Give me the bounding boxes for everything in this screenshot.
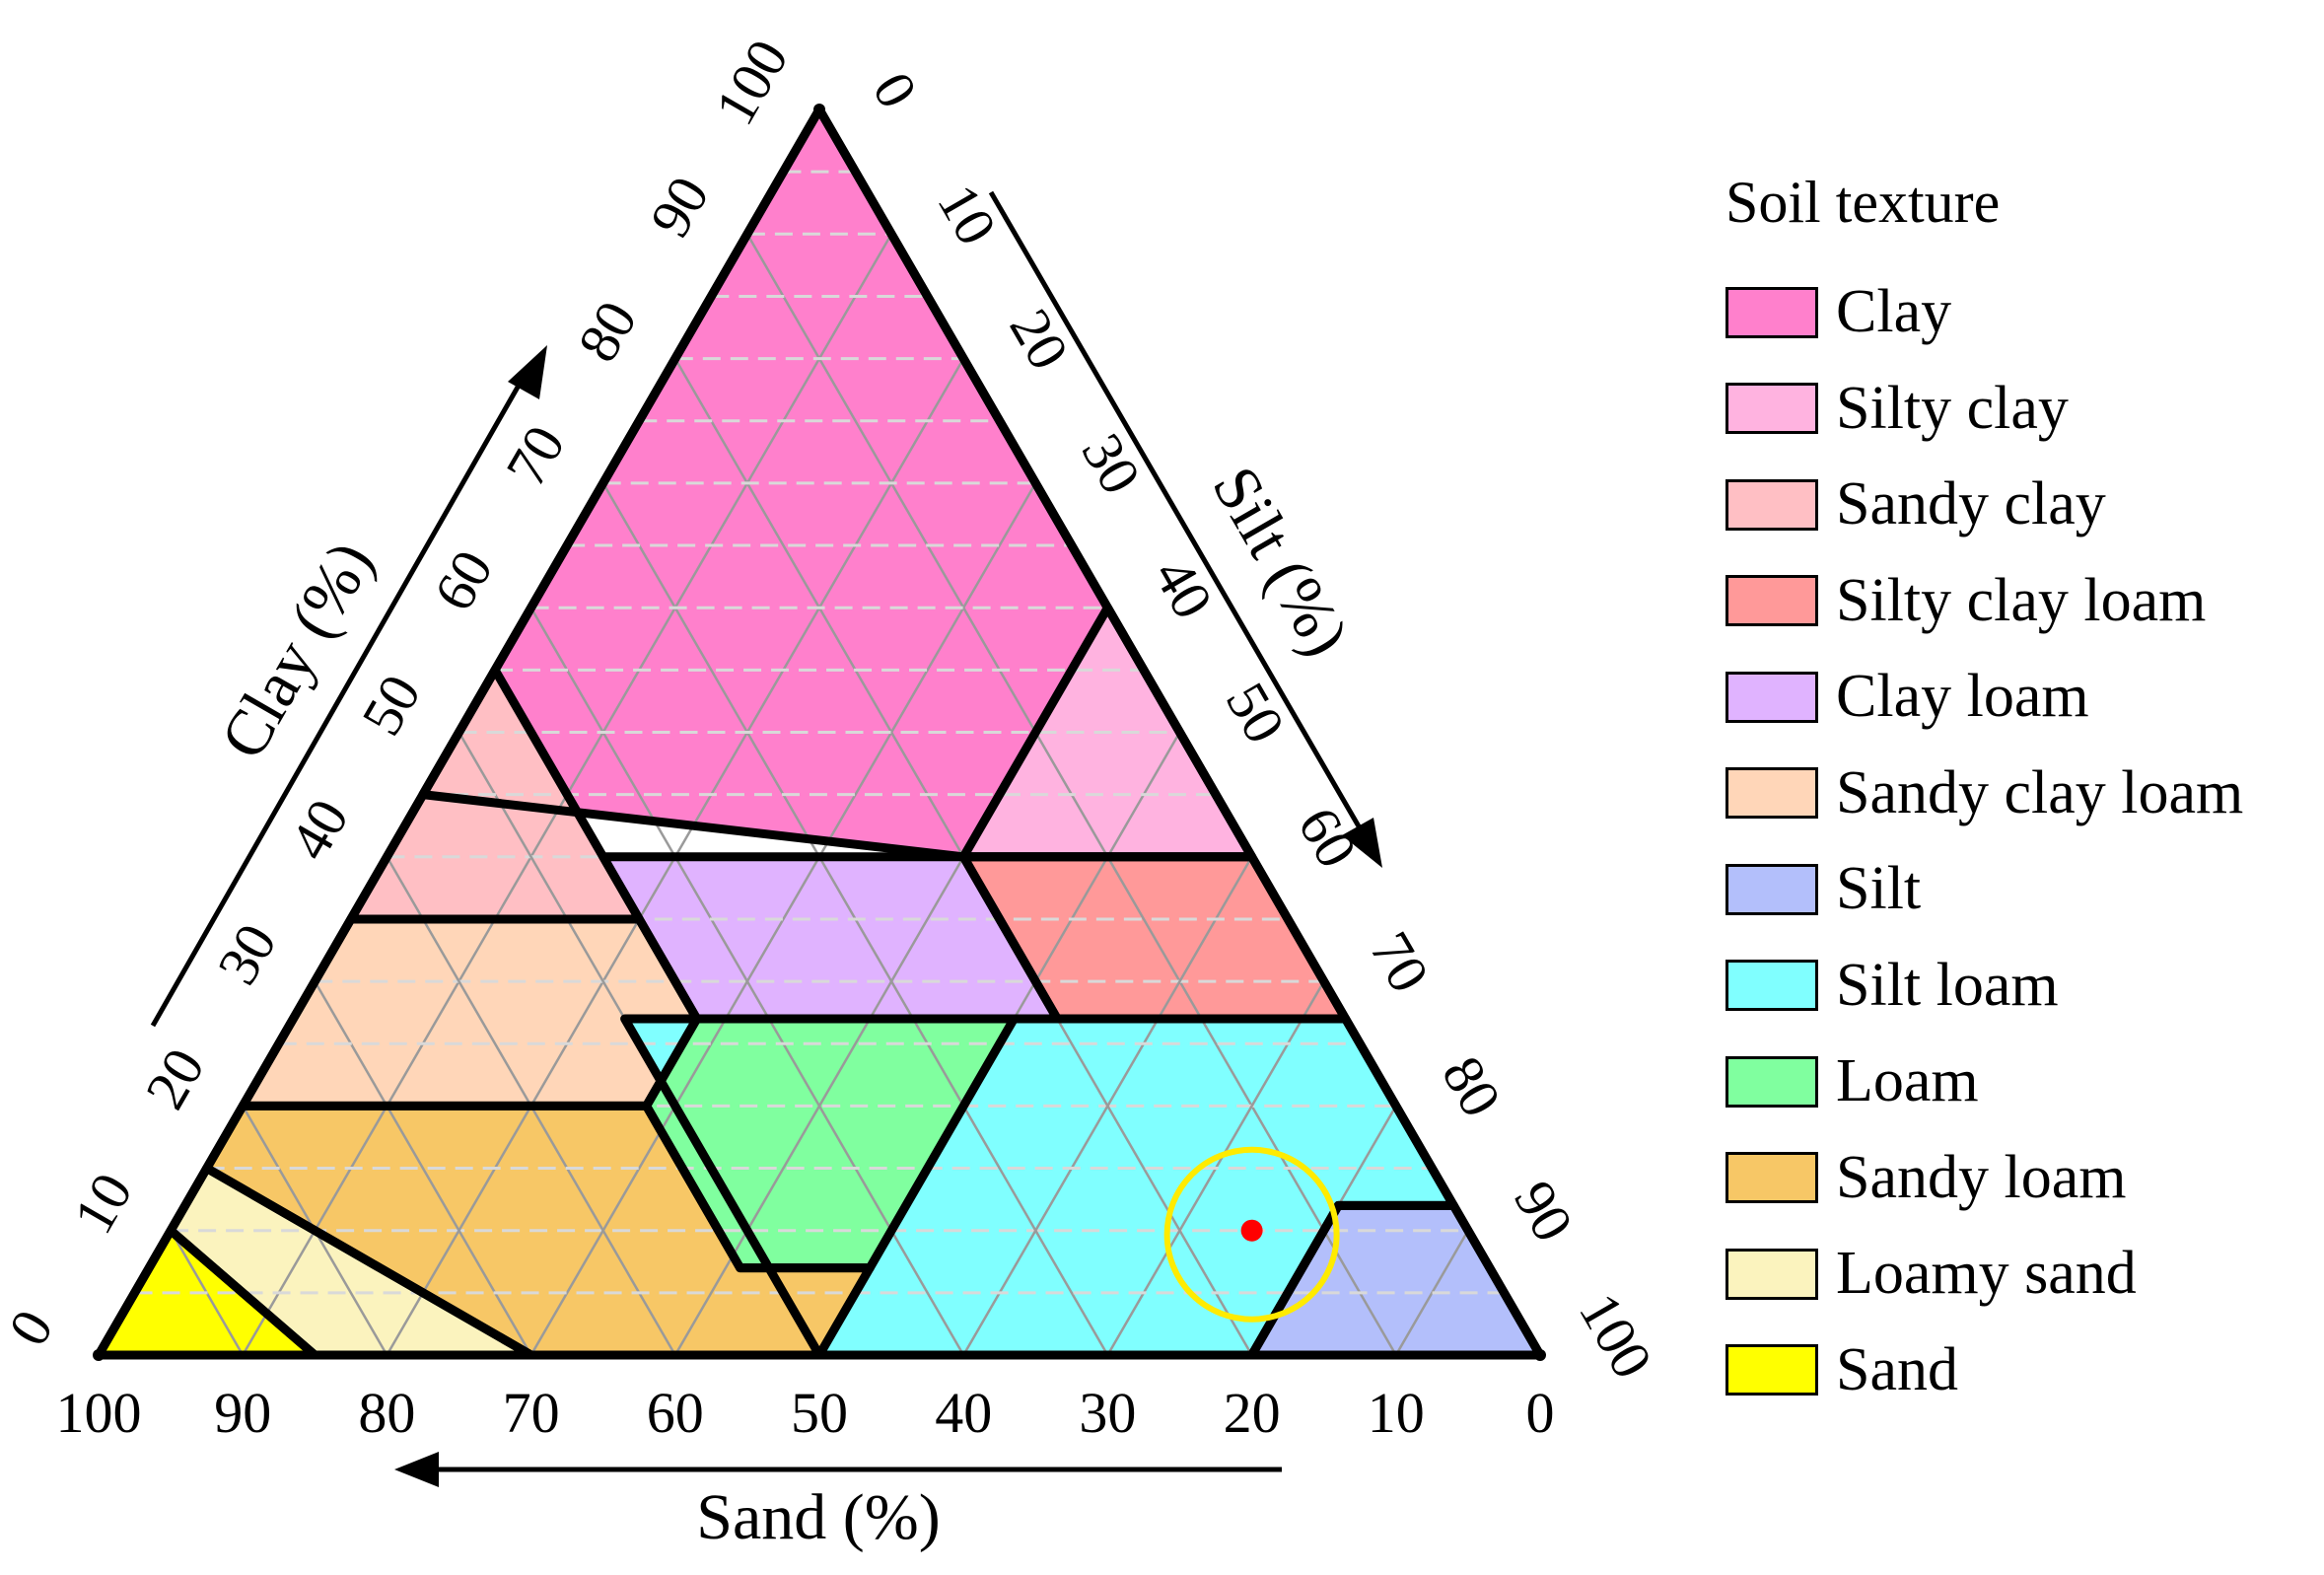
region-sandy-clay-loam bbox=[243, 919, 697, 1107]
clay-tick-label: 40 bbox=[277, 789, 361, 871]
silt-axis-label: Silt (%) bbox=[1198, 455, 1363, 668]
grid-line bbox=[962, 856, 1253, 1356]
legend-item: Loam bbox=[1725, 1034, 2317, 1130]
sand-tick-label: 70 bbox=[503, 1381, 560, 1445]
clay-tick-label: 90 bbox=[637, 166, 721, 248]
legend-label: Silty clay bbox=[1836, 374, 2069, 442]
legend-swatch bbox=[1725, 1344, 1818, 1396]
legend-swatch bbox=[1725, 960, 1818, 1012]
sand-tick-label: 30 bbox=[1079, 1381, 1136, 1445]
legend-item: Loamy sand bbox=[1725, 1226, 2317, 1323]
legend-label: Loamy sand bbox=[1836, 1240, 2137, 1308]
sample-marks bbox=[1163, 1146, 1340, 1323]
silt-tick-label: 50 bbox=[1214, 672, 1298, 753]
legend-swatch bbox=[1725, 1152, 1818, 1204]
silt-tick-label: 20 bbox=[997, 298, 1081, 380]
legend-item: Clay bbox=[1725, 264, 2317, 361]
clay-tick-label: 30 bbox=[205, 913, 289, 995]
legend-label: Loam bbox=[1836, 1047, 1979, 1115]
legend-item: Silty clay bbox=[1725, 361, 2317, 458]
legend-label: Clay loam bbox=[1836, 663, 2089, 731]
legend-items: Clay Silty clay Sandy clay Silty clay loam C… bbox=[1725, 264, 2317, 1418]
sand-tick-label: 0 bbox=[1526, 1381, 1555, 1445]
legend-swatch bbox=[1725, 478, 1818, 531]
legend-swatch bbox=[1725, 767, 1818, 820]
region-borders bbox=[93, 104, 1546, 1361]
region-silt bbox=[1251, 1205, 1540, 1355]
sand-tick-label: 20 bbox=[1224, 1381, 1281, 1445]
silt-axis-arrow bbox=[988, 190, 1382, 868]
clay-tick-label: 50 bbox=[349, 664, 433, 746]
silt-tick-label: 100 bbox=[1567, 1282, 1665, 1389]
clay-tick-label: 80 bbox=[565, 290, 649, 372]
clay-tick-label: 100 bbox=[702, 29, 801, 135]
legend-item: Sandy clay bbox=[1725, 457, 2317, 553]
sand-tick-label: 80 bbox=[358, 1381, 415, 1445]
silt-tick-label: 70 bbox=[1358, 921, 1442, 1003]
grid-line bbox=[1394, 1230, 1469, 1356]
sand-axis-label: Sand (%) bbox=[696, 1481, 940, 1553]
corner-dot bbox=[1534, 1349, 1546, 1361]
legend-item: Sand bbox=[1725, 1323, 2317, 1419]
legend-label: Sand bbox=[1836, 1335, 1958, 1403]
sand-tick-label: 90 bbox=[214, 1381, 271, 1445]
region-loam bbox=[646, 1019, 1015, 1268]
legend: Soil texture Clay Silty clay Sandy clay Sil… bbox=[1725, 158, 2317, 1418]
legend-label: Silt loam bbox=[1836, 951, 2059, 1019]
sand-tick-label: 50 bbox=[791, 1381, 848, 1445]
clay-tick-label: 60 bbox=[421, 539, 505, 621]
clay-axis-arrow bbox=[150, 345, 547, 1028]
sample-point bbox=[1240, 1219, 1263, 1242]
silt-tick-label: 10 bbox=[925, 174, 1009, 255]
legend-item: Silty clay loam bbox=[1725, 553, 2317, 650]
legend-label: Clay bbox=[1836, 278, 1952, 346]
corner-dot bbox=[93, 1349, 105, 1361]
silt-tick-label: 40 bbox=[1142, 547, 1226, 629]
legend-swatch bbox=[1725, 671, 1818, 723]
clay-tick-label: 20 bbox=[133, 1038, 217, 1119]
legend-item: Sandy loam bbox=[1725, 1130, 2317, 1227]
silt-tick-label: 30 bbox=[1070, 423, 1154, 505]
legend-item: Silt loam bbox=[1725, 938, 2317, 1035]
grid-line bbox=[529, 482, 1037, 1356]
legend-label: Sandy clay bbox=[1836, 470, 2106, 538]
silt-tick-label: 80 bbox=[1430, 1045, 1514, 1127]
legend-label: Silt bbox=[1836, 855, 1922, 923]
legend-label: Sandy clay loam bbox=[1836, 758, 2244, 826]
legend-swatch bbox=[1725, 286, 1818, 338]
clay-tick-label: 70 bbox=[493, 415, 577, 497]
sand-tick-label: 60 bbox=[647, 1381, 704, 1445]
corner-dot bbox=[813, 104, 825, 115]
legend-swatch bbox=[1725, 1248, 1818, 1300]
silt-tick-label: 90 bbox=[1502, 1171, 1585, 1253]
legend-swatch bbox=[1725, 575, 1818, 627]
legend-swatch bbox=[1725, 383, 1818, 435]
legend-label: Silty clay loam bbox=[1836, 566, 2207, 634]
sand-axis-arrow bbox=[394, 1452, 1282, 1487]
silt-tick-label: 0 bbox=[860, 61, 930, 118]
sand-tick-label: 100 bbox=[56, 1381, 142, 1445]
clay-tick-label: 10 bbox=[61, 1163, 145, 1245]
legend-item: Silt bbox=[1725, 841, 2317, 938]
highlight-circle bbox=[1163, 1146, 1340, 1323]
legend-item: Clay loam bbox=[1725, 649, 2317, 746]
sand-tick-label: 10 bbox=[1368, 1381, 1425, 1445]
clay-tick-label: 0 bbox=[0, 1299, 66, 1356]
legend-swatch bbox=[1725, 1055, 1818, 1108]
sand-tick-label: 40 bbox=[935, 1381, 992, 1445]
triangle-frame bbox=[94, 105, 1545, 1360]
legend-swatch bbox=[1725, 863, 1818, 915]
clay-axis-label: Clay (%) bbox=[207, 530, 387, 770]
legend-label: Sandy loam bbox=[1836, 1143, 2127, 1211]
legend-item: Sandy clay loam bbox=[1725, 746, 2317, 842]
region-clay-loam bbox=[602, 856, 1058, 1019]
legend-title: Soil texture bbox=[1725, 170, 2001, 235]
